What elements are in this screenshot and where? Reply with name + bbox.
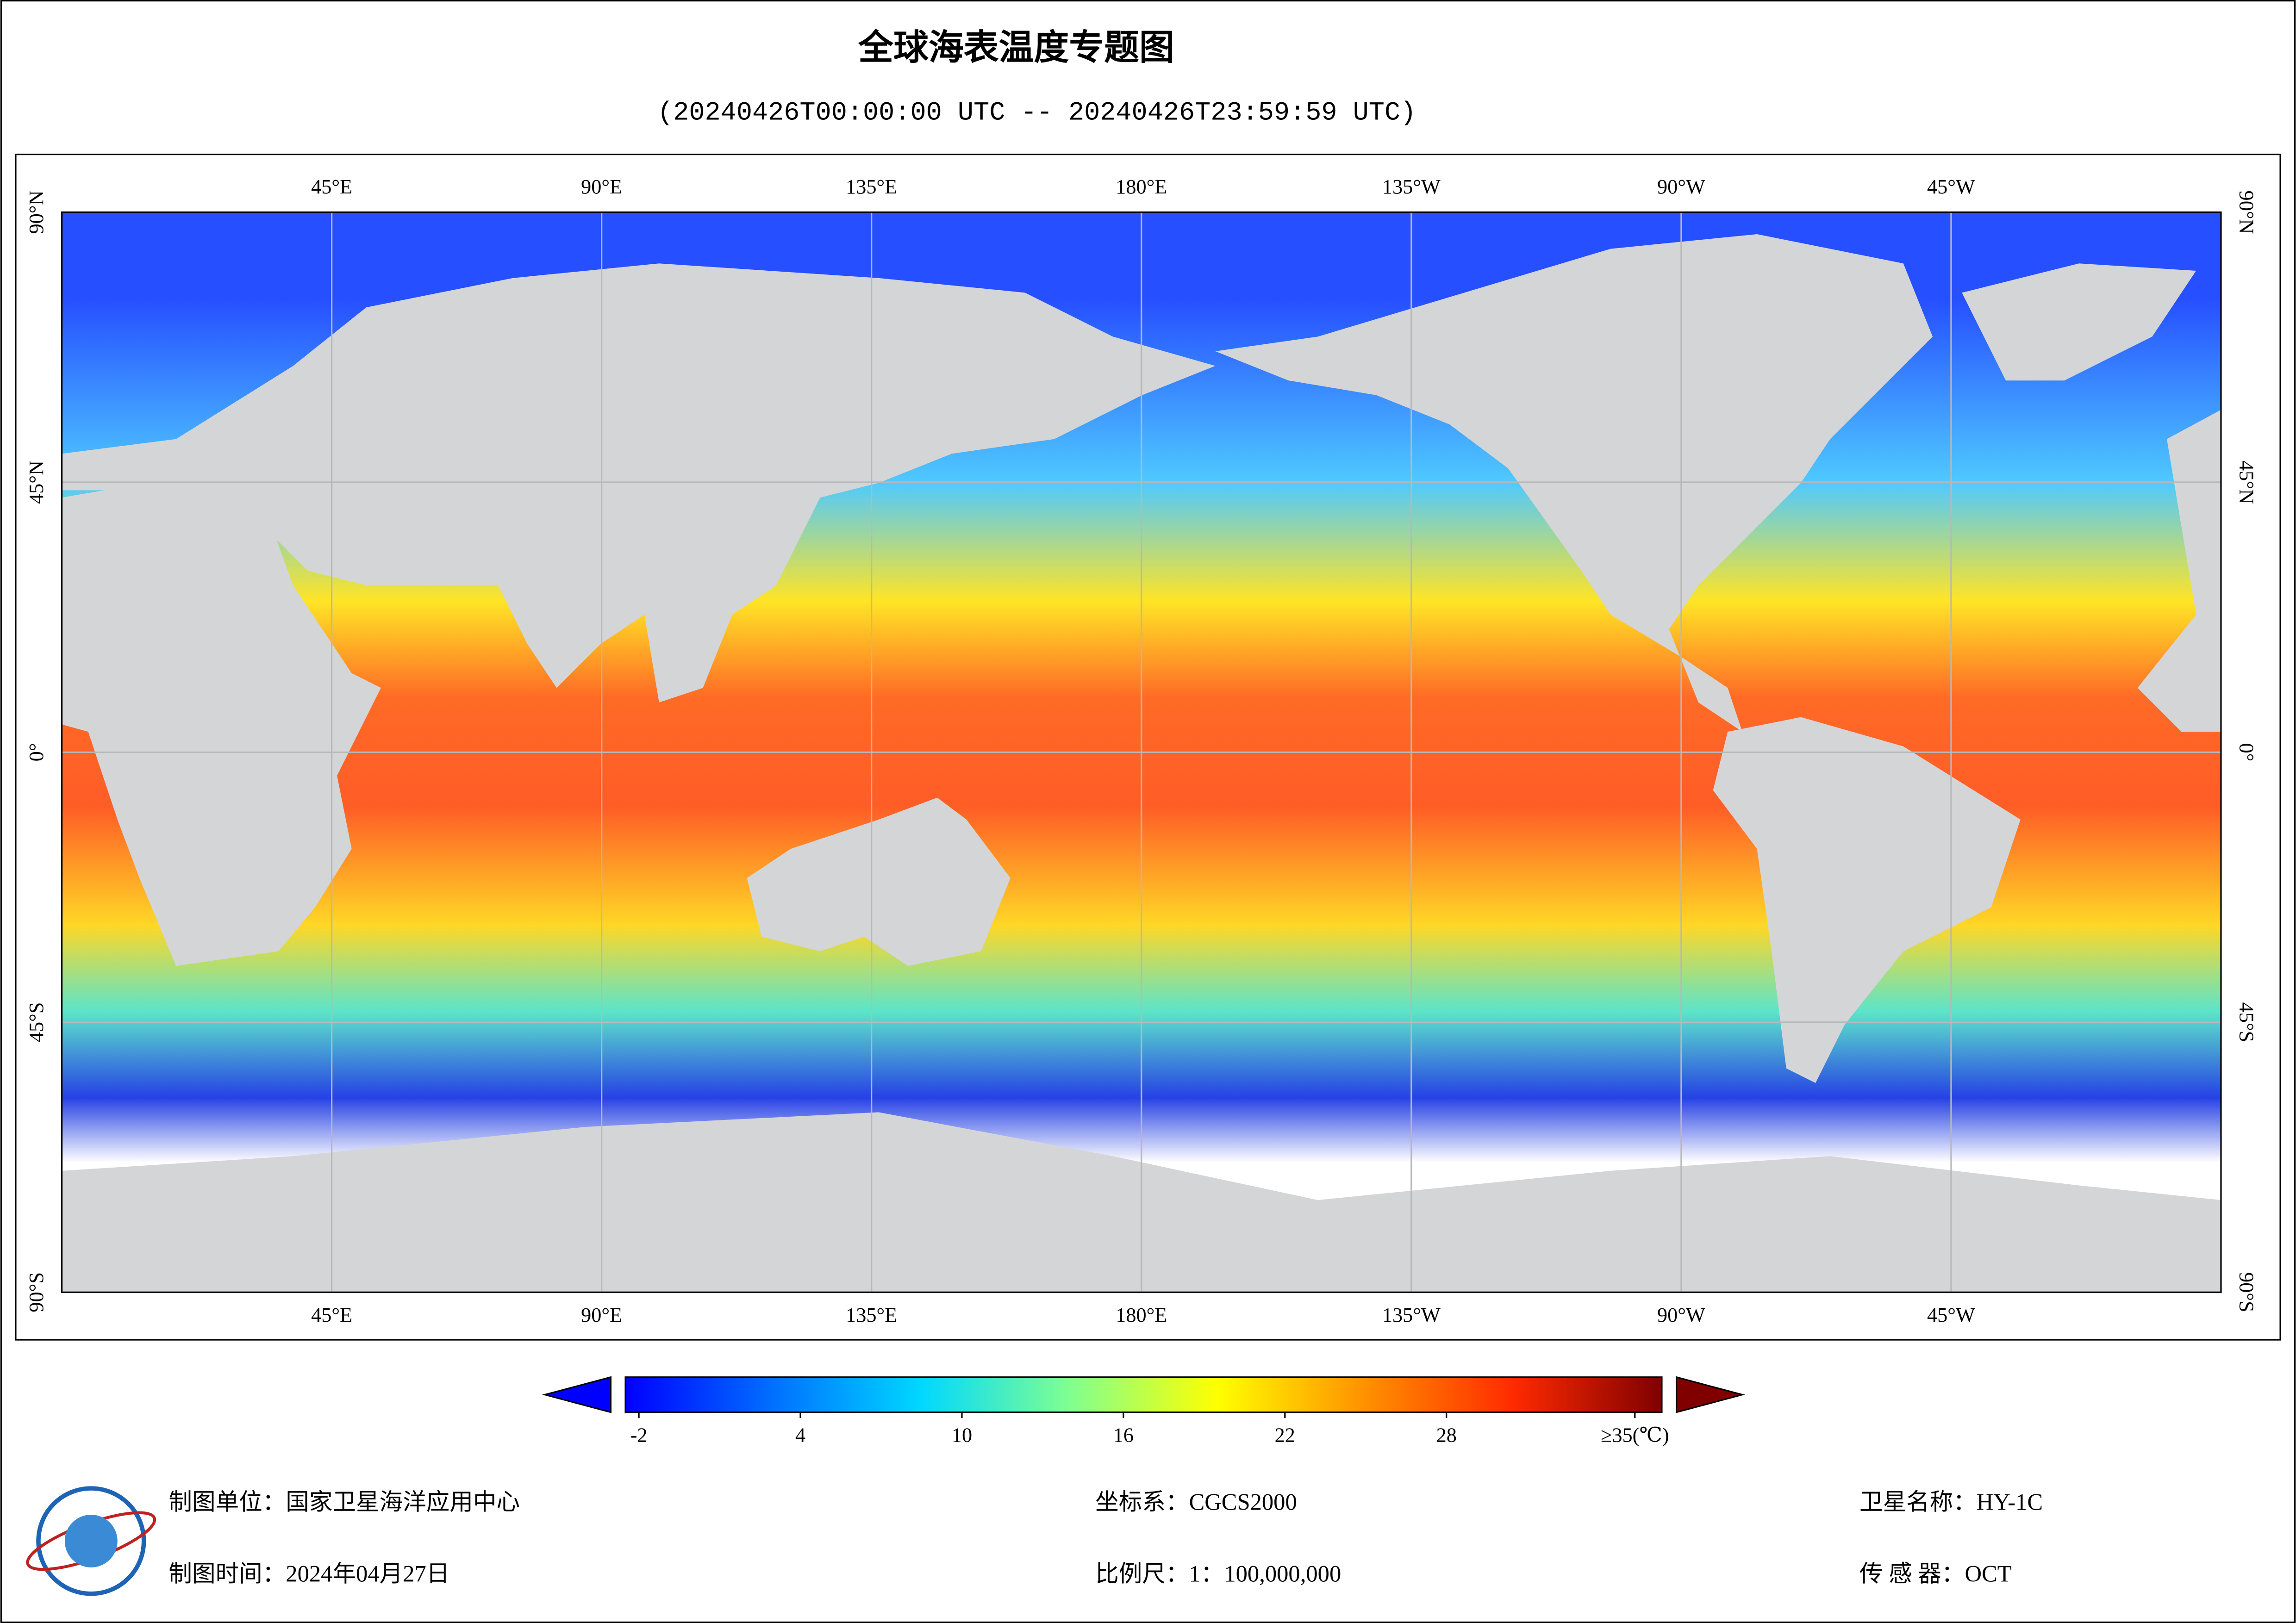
colorbar-tick-label: 10	[952, 1424, 972, 1447]
land	[1713, 717, 2021, 1083]
footer-unit: 制图单位：国家卫星海洋应用中心	[168, 1489, 520, 1515]
lat-label-left: 90°N	[25, 191, 48, 234]
colorbar-tick-label: 4	[795, 1424, 805, 1447]
footer-crs: 坐标系：CGCS2000	[1095, 1489, 1297, 1515]
lon-label-top: 90°W	[1657, 175, 1705, 198]
logo-globe	[64, 1514, 118, 1567]
lon-label-top: 45°W	[1927, 175, 1975, 198]
lat-label-right: 0°	[2235, 743, 2258, 762]
lon-label-bottom: 45°E	[311, 1304, 352, 1326]
title: 全球海表温度专题图	[858, 27, 1174, 68]
lat-label-left: 90°S	[25, 1272, 48, 1312]
lon-label-top: 135°E	[846, 175, 897, 198]
land	[62, 483, 381, 966]
lon-label-top: 45°E	[311, 175, 352, 198]
lat-label-left: 0°	[25, 743, 48, 762]
map-border	[61, 211, 2222, 1293]
lat-label-left: 45°N	[25, 460, 48, 504]
lon-label-bottom: 135°W	[1382, 1304, 1441, 1326]
colorbar: -2 4 10 16 22 28 ≥35(℃)	[542, 1376, 1746, 1447]
subtitle: (20240426T00:00:00 UTC -- 20240426T23:59…	[657, 99, 1416, 128]
lon-label-bottom: 90°W	[1657, 1304, 1705, 1326]
footer-sensor: 传 感 器：OCT	[1859, 1561, 2012, 1586]
footer-date: 制图时间：2024年04月27日	[168, 1561, 449, 1586]
lat-label-right: 90°N	[2235, 191, 2258, 234]
lat-label-right: 45°N	[2235, 460, 2258, 504]
colorbar-tick-label: 22	[1275, 1424, 1295, 1447]
land	[2137, 410, 2221, 732]
land	[1962, 263, 2196, 381]
land	[747, 797, 1011, 966]
lon-label-top: 180°E	[1116, 175, 1167, 198]
footer: 制图单位：国家卫星海洋应用中心 制图时间：2024年04月27日 坐标系：CGC…	[26, 1486, 2043, 1596]
colorbar-tick-label: -2	[630, 1424, 648, 1447]
colorbar-tick-label: 28	[1436, 1424, 1457, 1447]
colorbar-tick-label: ≥35(℃)	[1601, 1424, 1669, 1447]
map-frame	[15, 154, 2281, 1341]
colorbar-under-arrow	[542, 1376, 612, 1413]
map	[61, 211, 2222, 1293]
lon-label-bottom: 135°E	[846, 1304, 897, 1326]
lon-label-bottom: 90°E	[581, 1304, 622, 1326]
lon-label-bottom: 180°E	[1116, 1304, 1167, 1326]
lat-label-left: 45°S	[25, 1002, 48, 1043]
lon-label-top: 135°W	[1382, 175, 1441, 198]
colorbar-over-arrow	[1676, 1376, 1746, 1413]
lat-label-right: 90°S	[2235, 1272, 2258, 1312]
footer-satellite: 卫星名称：HY-1C	[1859, 1489, 2043, 1515]
lon-label-bottom: 45°W	[1927, 1304, 1975, 1326]
lon-label-top: 90°E	[581, 175, 622, 198]
footer-scale: 比例尺：1：100,000,000	[1095, 1561, 1341, 1586]
lat-label-right: 45°S	[2235, 1002, 2258, 1043]
colorbar-tick-label: 16	[1113, 1424, 1134, 1447]
colorbar-body	[624, 1376, 1663, 1413]
